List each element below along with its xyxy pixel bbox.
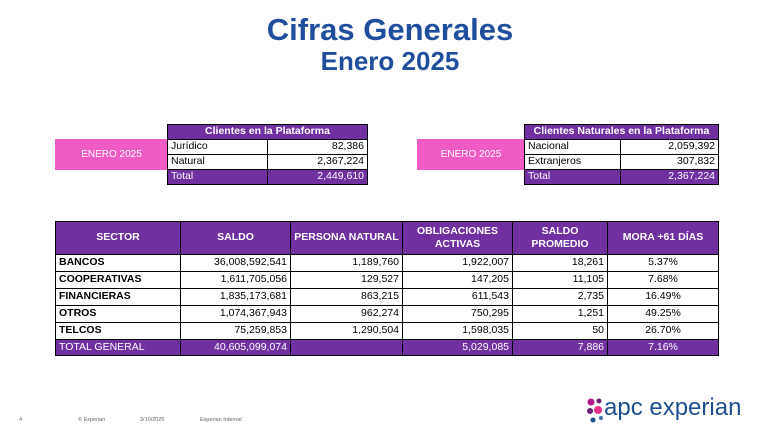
page-number: 4 [19,417,23,423]
table-cell: TELCOS [55,322,181,340]
table-cell: 1,189,760 [290,254,403,272]
table-cell: 7.68% [607,271,719,289]
table-cell: 75,259,853 [180,322,291,340]
table-cell: 611,543 [402,288,513,306]
total-cell [290,339,403,356]
total-cell: 7,886 [512,339,608,356]
table-cell: 1,290,504 [290,322,403,340]
row-value: 307,832 [620,154,719,170]
table-cell: 1,251 [512,305,608,323]
table-cell: BANCOS [55,254,181,272]
title: Cifras Generales [266,12,514,47]
total-cell: 5,029,085 [402,339,513,356]
table-title: Clientes Naturales en la Plataforma [524,124,719,140]
table-cell: 962,274 [290,305,403,323]
table-cell: 1,611,705,056 [180,271,291,289]
copyright: © Experian [78,417,106,423]
row-label: Nacional [524,139,621,155]
table-cell: 11,105 [512,271,608,289]
total-value: 2,367,224 [620,169,719,185]
period-label: ENERO 2025 [55,139,168,170]
logo-dots [587,398,603,423]
row-value: 82,386 [267,139,368,155]
total-cell: 7.16% [607,339,719,356]
subtitle: Enero 2025 [320,46,460,76]
row-value: 2,059,392 [620,139,719,155]
table-cell: OTROS [55,305,181,323]
table-cell: 147,205 [402,271,513,289]
table-cell: 26.70% [607,322,719,340]
table-cell: 50 [512,322,608,340]
total-cell: 40,605,099,074 [180,339,291,356]
date: 3/10/2025 [140,417,165,423]
table-cell: 750,295 [402,305,513,323]
total-label: Total [524,169,621,185]
row-label: Jurídico [167,139,268,155]
column-header: OBLIGACIONES ACTIVAS [402,221,513,255]
total-label: Total [167,169,268,185]
column-header: SALDO [180,221,291,255]
column-header: SECTOR [55,221,181,255]
table-cell: 2,735 [512,288,608,306]
total-cell: TOTAL GENERAL [55,339,181,356]
table-title: Clientes en la Plataforma [167,124,368,140]
table-cell: 16.49% [607,288,719,306]
column-header: MORA +61 DÍAS [607,221,719,255]
row-label: Extranjeros [524,154,621,170]
row-value: 2,367,224 [267,154,368,170]
logo: apc experian [604,394,742,421]
table-cell: 36,008,592,541 [180,254,291,272]
table-cell: COOPERATIVAS [55,271,181,289]
table-cell: FINANCIERAS [55,288,181,306]
total-value: 2,449,610 [267,169,368,185]
table-cell: 1,922,007 [402,254,513,272]
table-cell: 18,261 [512,254,608,272]
row-label: Natural [167,154,268,170]
table-cell: 5.37% [607,254,719,272]
table-cell: 1,835,173,681 [180,288,291,306]
classification: Experian Internal [200,417,242,423]
table-cell: 49.25% [607,305,719,323]
table-cell: 1,074,367,943 [180,305,291,323]
period-label: ENERO 2025 [417,139,525,170]
table-cell: 863,215 [290,288,403,306]
column-header: SALDO PROMEDIO [512,221,608,255]
column-header: PERSONA NATURAL [290,221,403,255]
table-cell: 1,598,035 [402,322,513,340]
table-cell: 129,527 [290,271,403,289]
